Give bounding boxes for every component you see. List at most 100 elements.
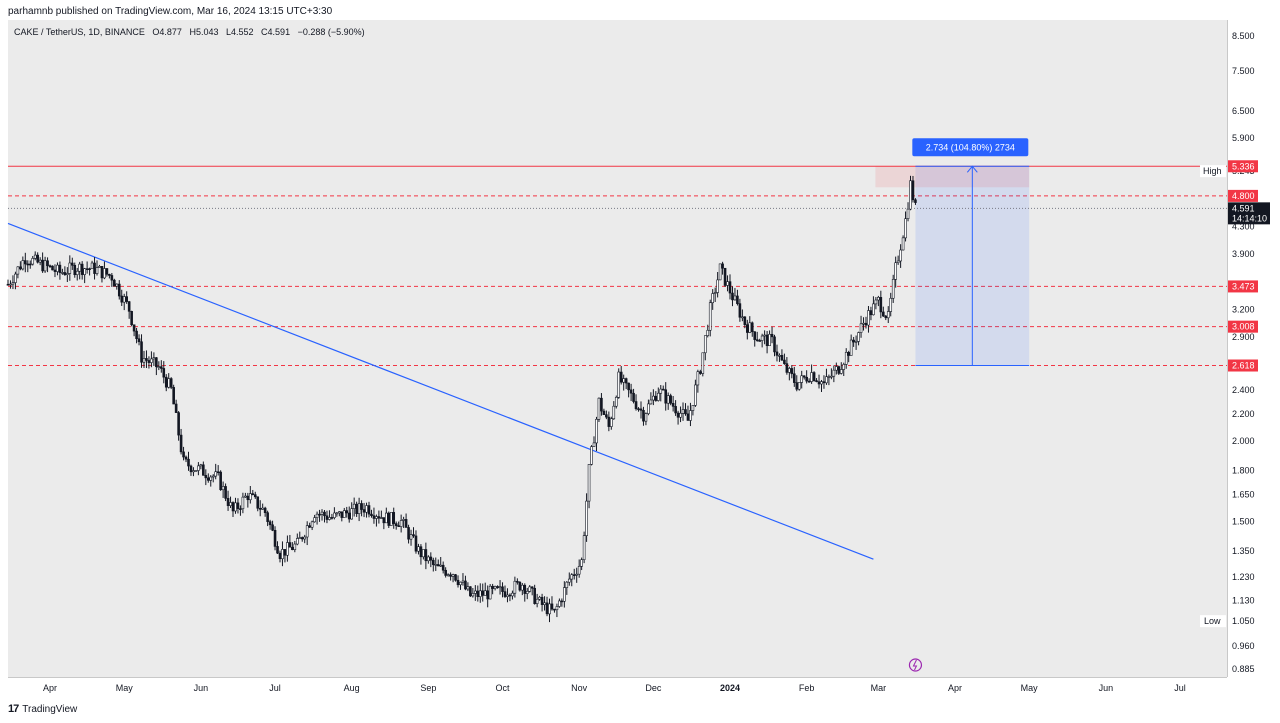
candle-body bbox=[792, 373, 796, 383]
tradingview-footer: 17 TradingView bbox=[8, 703, 77, 715]
level-value: 2.618 bbox=[1232, 361, 1255, 371]
candle-body bbox=[577, 565, 581, 575]
candle-body bbox=[108, 273, 111, 276]
candle-body bbox=[16, 266, 20, 275]
level-value: 3.473 bbox=[1232, 281, 1255, 291]
candle-body bbox=[518, 581, 522, 591]
candle-body bbox=[738, 303, 742, 318]
candle-body bbox=[511, 592, 514, 597]
candle-body bbox=[605, 414, 608, 418]
candle-body bbox=[647, 403, 650, 414]
candle-body bbox=[488, 585, 492, 600]
candle-body bbox=[342, 510, 346, 518]
candle-body bbox=[93, 262, 96, 274]
candle-body bbox=[36, 254, 39, 263]
candle-body bbox=[839, 369, 843, 374]
candle-body bbox=[263, 507, 267, 513]
candle-body bbox=[914, 199, 917, 203]
candle-body bbox=[21, 260, 25, 270]
candle-body bbox=[783, 359, 786, 364]
candle-body bbox=[523, 584, 527, 594]
price-axis[interactable] bbox=[1227, 20, 1280, 677]
candle-body bbox=[543, 602, 546, 605]
candle-body bbox=[204, 475, 208, 479]
candle-body bbox=[753, 331, 757, 340]
time-tick-label: Apr bbox=[948, 683, 962, 693]
candle-body bbox=[177, 412, 180, 436]
candle-body bbox=[115, 283, 119, 287]
candle-body bbox=[6, 283, 10, 286]
candle-body bbox=[827, 376, 831, 378]
candle-body bbox=[419, 546, 423, 558]
candle-body bbox=[172, 387, 175, 405]
candle-body bbox=[837, 366, 841, 374]
candle-body bbox=[706, 329, 710, 336]
candle-body bbox=[174, 403, 178, 413]
time-tick-label: Aug bbox=[344, 683, 360, 693]
candle-body bbox=[48, 265, 52, 267]
candle-body bbox=[780, 355, 784, 361]
candle-body bbox=[365, 505, 368, 513]
candle-body bbox=[849, 339, 853, 356]
candle-body bbox=[142, 358, 146, 363]
candle-body bbox=[886, 311, 890, 319]
candle-body bbox=[530, 586, 534, 589]
candle-body bbox=[590, 446, 593, 465]
candle-body bbox=[600, 397, 603, 412]
candle-body bbox=[140, 341, 143, 363]
candle-body bbox=[691, 405, 695, 411]
candle-body bbox=[451, 574, 455, 577]
candle-body bbox=[525, 591, 529, 594]
level-badge bbox=[1228, 320, 1258, 333]
candle-body bbox=[614, 397, 618, 407]
candle-body bbox=[758, 340, 761, 342]
candle-body bbox=[268, 521, 272, 526]
high-marker-box bbox=[1200, 165, 1226, 178]
candle-body bbox=[585, 500, 588, 536]
candle-body bbox=[239, 508, 242, 510]
candle-body bbox=[713, 292, 717, 294]
candle-body bbox=[211, 475, 215, 478]
lightning-icon bbox=[912, 659, 918, 671]
chart-plot-area[interactable] bbox=[8, 20, 1227, 677]
candle-body bbox=[807, 380, 811, 383]
candle-body bbox=[456, 579, 460, 586]
time-tick-label: Feb bbox=[799, 683, 815, 693]
candle-body bbox=[674, 406, 677, 414]
candle-body bbox=[666, 395, 670, 404]
time-tick-label: Jul bbox=[1174, 683, 1186, 693]
candle-body bbox=[137, 338, 141, 343]
time-tick-label: May bbox=[116, 683, 134, 693]
candle-body bbox=[558, 600, 561, 607]
candle-body bbox=[852, 339, 855, 343]
candle-body bbox=[246, 495, 250, 501]
tv-logo-icon: 17 bbox=[8, 703, 19, 715]
candle-body bbox=[548, 603, 551, 615]
candle-body bbox=[164, 376, 168, 388]
candle-body bbox=[844, 352, 848, 365]
candle-body bbox=[417, 546, 420, 552]
candle-body bbox=[503, 591, 507, 597]
candle-body bbox=[555, 606, 559, 611]
time-axis[interactable] bbox=[8, 677, 1227, 700]
candle-body bbox=[679, 412, 682, 418]
candle-body bbox=[770, 333, 774, 338]
candle-body bbox=[775, 351, 779, 356]
candle-body bbox=[402, 519, 405, 521]
candle-body bbox=[352, 503, 356, 509]
candle-body bbox=[90, 262, 94, 270]
candle-body bbox=[355, 503, 358, 514]
ohlc-close: C4.591 bbox=[261, 27, 291, 37]
candle-body bbox=[241, 496, 245, 510]
candle-body bbox=[434, 564, 438, 566]
symbol-info: CAKE / TetherUS, 1D, BINANCE O4.877 H5.0… bbox=[14, 27, 370, 37]
candle-body bbox=[612, 405, 616, 420]
candle-body bbox=[278, 552, 282, 560]
candle-body bbox=[409, 534, 413, 540]
candle-body bbox=[760, 335, 764, 341]
candle-body bbox=[88, 268, 91, 270]
candle-body bbox=[661, 388, 665, 391]
candle-body bbox=[622, 378, 625, 383]
candle-body bbox=[825, 376, 828, 384]
candle-body bbox=[407, 527, 410, 540]
